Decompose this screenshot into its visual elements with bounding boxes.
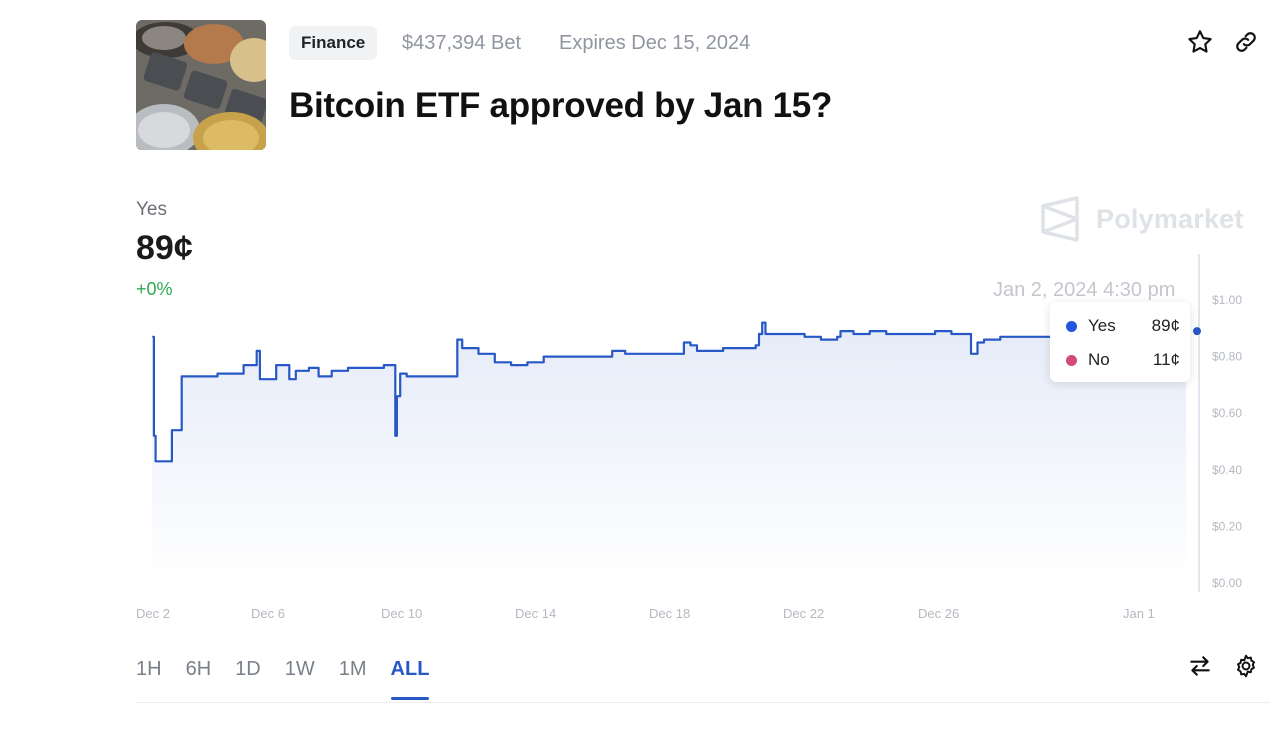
y-tick-label: $1.00	[1212, 293, 1242, 307]
x-tick-label: Dec 18	[649, 606, 690, 621]
outcome-label: Yes	[136, 199, 167, 220]
tooltip-label: Yes	[1088, 316, 1116, 335]
x-tick-label: Dec 14	[515, 606, 556, 621]
watermark-text: Polymarket	[1096, 203, 1244, 234]
link-icon[interactable]	[1230, 26, 1262, 58]
swap-icon[interactable]	[1184, 650, 1216, 682]
volume-text: $437,394 Bet	[402, 32, 521, 54]
time-range-tabs: 1H 6H 1D 1W 1M ALL	[136, 654, 453, 700]
y-tick-label: $0.00	[1212, 576, 1242, 590]
tab-1w[interactable]: 1W	[284, 658, 315, 680]
chart-area-fill	[152, 322, 1187, 583]
star-icon[interactable]	[1184, 26, 1216, 58]
no-dot-icon	[1066, 354, 1077, 366]
polymarket-logo-icon	[1041, 196, 1079, 242]
market-title: Bitcoin ETF approved by Jan 15?	[289, 86, 833, 125]
tooltip-row-yes: Yes 89¢	[1066, 314, 1180, 338]
hover-point	[1193, 327, 1201, 336]
yes-dot-icon	[1066, 320, 1077, 332]
x-tick-label: Jan 1	[1123, 606, 1155, 621]
series-line	[152, 321, 1188, 463]
gear-icon[interactable]	[1230, 650, 1262, 682]
x-tick-label: Dec 22	[783, 606, 824, 621]
x-tick-label: Dec 10	[381, 606, 422, 621]
tooltip-label: No	[1088, 350, 1110, 369]
expiry-text: Expires Dec 15, 2024	[559, 32, 751, 54]
hover-date: Jan 2, 2024 4:30 pm	[993, 279, 1176, 301]
x-tick-label: Dec 2	[136, 606, 170, 621]
tab-1d[interactable]: 1D	[235, 658, 261, 680]
tooltip-row-no: No 11¢	[1066, 348, 1180, 372]
etf-coins-image	[136, 20, 266, 150]
y-tick-label: $0.40	[1212, 463, 1242, 477]
tooltip-value: 89¢	[1151, 316, 1180, 335]
x-tick-label: Dec 26	[918, 606, 959, 621]
tabs-divider	[136, 702, 1270, 703]
y-tick-label: $0.60	[1212, 406, 1242, 420]
y-tick-label: $0.20	[1212, 519, 1242, 533]
outcome-price: 89¢	[136, 229, 193, 267]
price-change: +0%	[136, 279, 173, 299]
tooltip-value: 11¢	[1152, 350, 1180, 369]
hover-tooltip: Yes 89¢ No 11¢	[1050, 302, 1190, 382]
polymarket-watermark: Polymarket	[1040, 196, 1244, 242]
tab-6h[interactable]: 6H	[185, 658, 212, 680]
market-thumbnail	[136, 20, 266, 150]
y-tick-label: $0.80	[1212, 350, 1242, 364]
tab-all[interactable]: ALL	[390, 654, 429, 700]
tab-1h[interactable]: 1H	[136, 658, 162, 680]
category-tag[interactable]: Finance	[289, 26, 378, 60]
x-tick-label: Dec 6	[251, 606, 285, 621]
tab-1m[interactable]: 1M	[338, 658, 367, 680]
